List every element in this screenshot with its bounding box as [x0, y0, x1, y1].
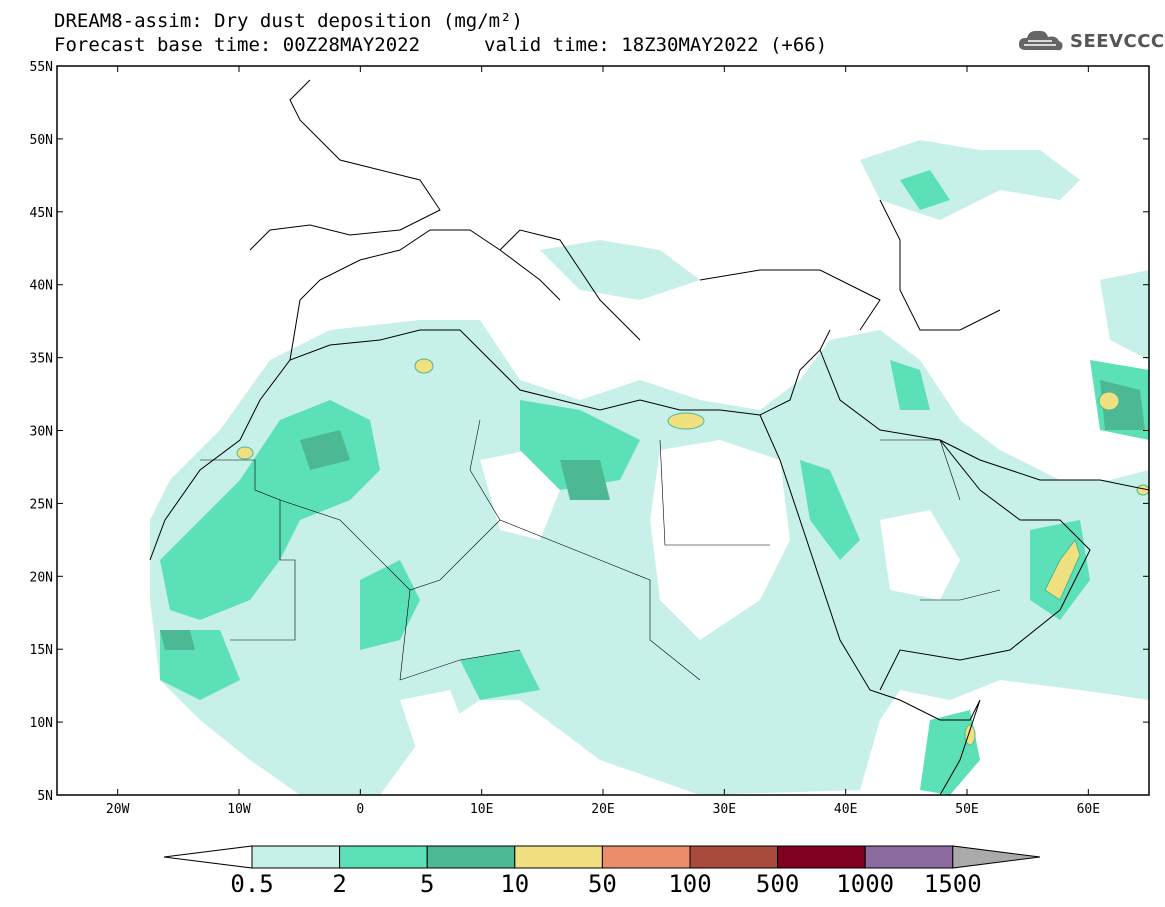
lon-tick-label: 20E — [591, 802, 614, 817]
colorbar-segment — [864, 845, 954, 869]
lat-tick-label: 10N — [30, 716, 53, 731]
lon-tick-label: 30E — [713, 802, 736, 817]
lat-tick-label: 20N — [30, 570, 53, 585]
dust-region-iran — [1100, 270, 1149, 360]
lon-tick-label: 10E — [470, 802, 493, 817]
colorbar-segment — [601, 845, 691, 869]
dust-region-caspian — [860, 140, 1080, 220]
colorbar-segment — [689, 845, 779, 869]
longitude-axis: 20W 10W 0 10E 20E 30E 40E 50E 60E — [106, 66, 1100, 817]
colorbar-label: 100 — [668, 870, 712, 898]
dust-region-balkans — [540, 240, 700, 300]
colorbar-under-arrow — [163, 845, 253, 869]
dust-clear-areas — [400, 440, 960, 760]
lon-tick-label: 20W — [106, 802, 130, 817]
logo-text: SEEVCCC — [1070, 30, 1165, 52]
lon-tick-label: 60E — [1077, 802, 1100, 817]
forecast-base-time: Forecast base time: 00Z28MAY2022 — [54, 34, 421, 56]
lat-tick-label: 25N — [30, 497, 53, 512]
colorbar-label: 5 — [419, 870, 435, 898]
valid-time: valid time: 18Z30MAY2022 (+66) — [484, 34, 828, 56]
colorbar-label: 500 — [755, 870, 800, 898]
dust-class-very-high — [236, 358, 1149, 746]
seevccc-logo: SEEVCCC — [1016, 24, 1165, 58]
lat-tick-label: 45N — [30, 206, 53, 221]
lat-tick-label: 40N — [30, 279, 53, 294]
map-title: DREAM8-assim: Dry dust deposition (mg/m²… — [54, 10, 523, 32]
lat-tick-label: 35N — [30, 352, 53, 367]
coastlines — [57, 79, 1149, 795]
lon-tick-label: 0 — [356, 802, 364, 817]
lat-tick-label: 50N — [30, 133, 53, 148]
colorbar-label: 0.5 — [230, 870, 274, 898]
dust-class-light — [150, 140, 1149, 795]
colorbar — [163, 845, 1041, 869]
country-borders — [200, 419, 1001, 681]
lon-tick-label: 40E — [834, 802, 857, 817]
colorbar-label: 2 — [332, 870, 347, 898]
lat-tick-label: 5N — [37, 789, 53, 804]
latitude-axis: 55N 50N 45N 40N 35N 30N 25N 20N 15N 10N 5N — [30, 60, 1149, 804]
lon-tick-label: 10W — [227, 802, 251, 817]
colorbar-label: 50 — [587, 870, 617, 898]
colorbar-segment — [339, 845, 428, 869]
lat-tick-label: 55N — [30, 60, 53, 75]
lat-tick-label: 30N — [30, 425, 53, 440]
colorbar-segment — [777, 845, 866, 869]
dust-region-main — [150, 320, 1149, 795]
colorbar-over-arrow — [952, 845, 1041, 869]
lon-tick-label: 50E — [955, 802, 978, 817]
dust-field — [57, 79, 1149, 795]
cloud-icon — [1018, 30, 1063, 51]
colorbar-segment — [426, 845, 516, 869]
colorbar-segment — [514, 845, 603, 869]
colorbar-label: 1500 — [923, 870, 982, 898]
lat-tick-label: 15N — [30, 643, 53, 658]
colorbar-label: 1000 — [836, 870, 895, 898]
colorbar-segment — [251, 845, 341, 869]
colorbar-label: 10 — [500, 870, 530, 898]
